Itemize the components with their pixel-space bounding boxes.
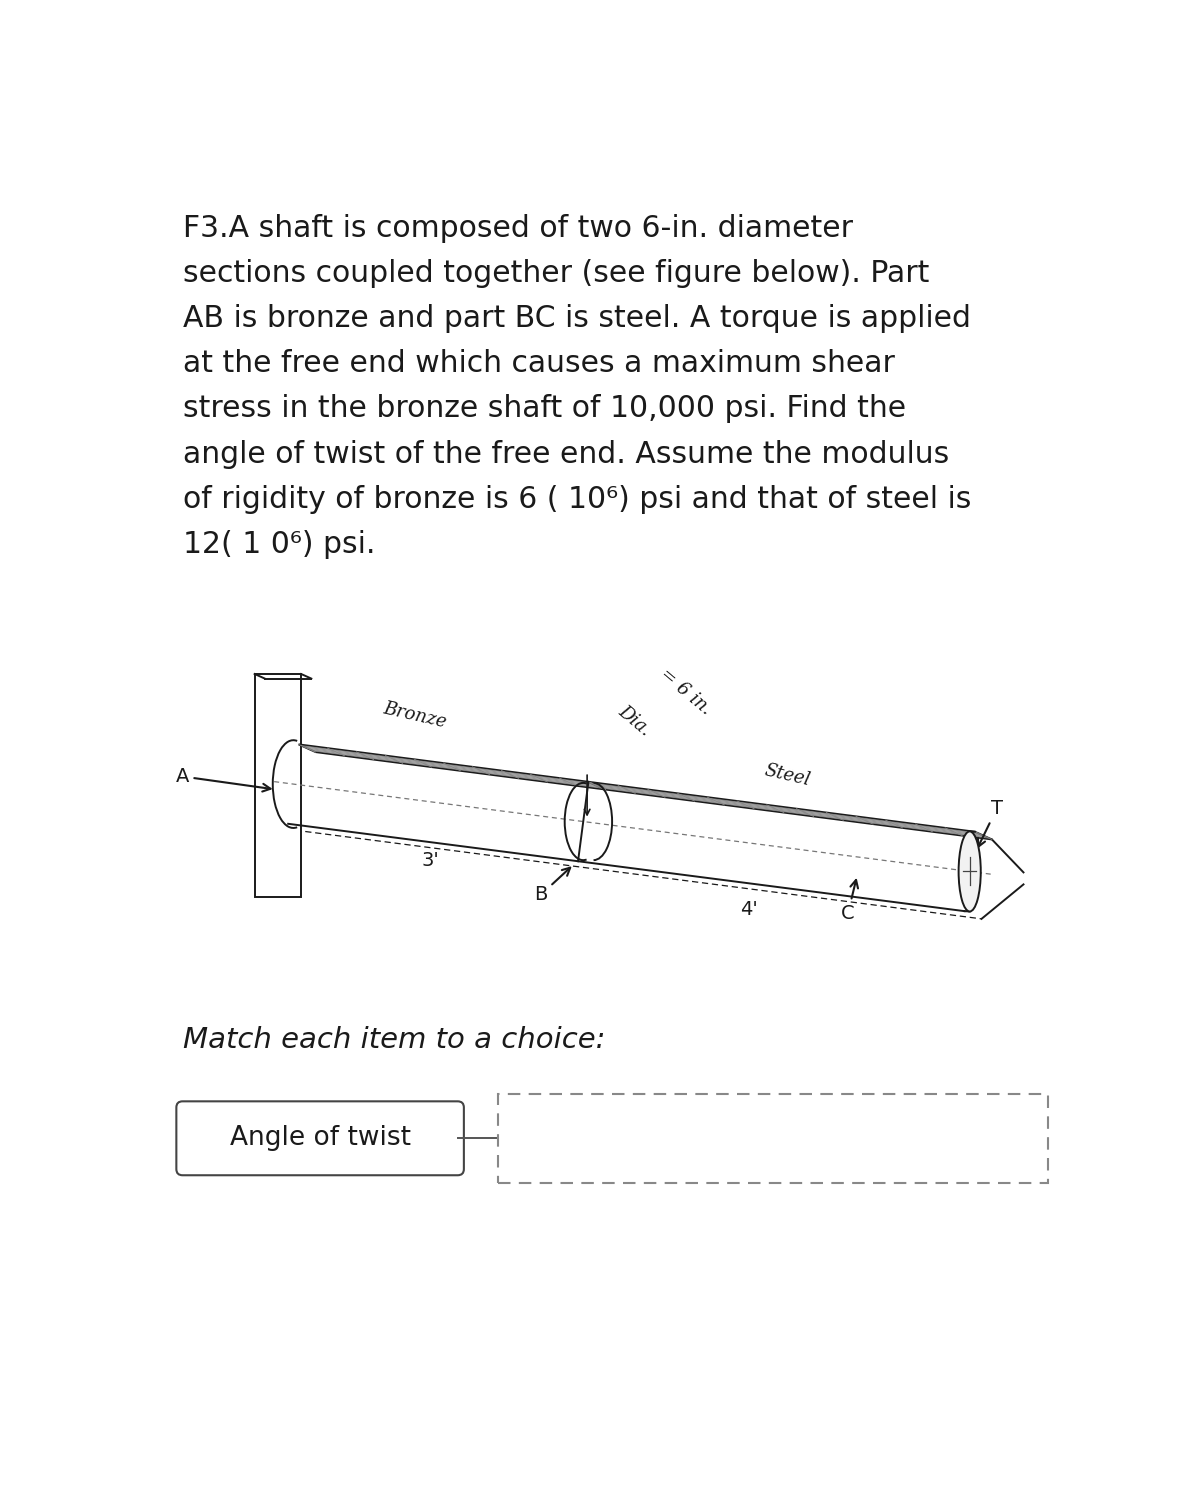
Text: B: B: [534, 868, 570, 904]
Text: Dia.: Dia.: [614, 702, 654, 740]
Text: of rigidity of bronze is 6 ( 10⁶) psi and that of steel is: of rigidity of bronze is 6 ( 10⁶) psi an…: [182, 485, 971, 513]
FancyBboxPatch shape: [176, 1102, 464, 1175]
Polygon shape: [588, 781, 992, 840]
Text: T: T: [978, 799, 1003, 847]
Text: F3.A shaft is composed of two 6-in. diameter: F3.A shaft is composed of two 6-in. diam…: [182, 214, 852, 244]
Text: Bronze: Bronze: [382, 699, 449, 731]
Text: Match each item to a choice:: Match each item to a choice:: [182, 1025, 605, 1054]
Text: A: A: [175, 766, 270, 792]
Text: C: C: [841, 880, 858, 924]
Text: angle of twist of the free end. Assume the modulus: angle of twist of the free end. Assume t…: [182, 440, 949, 469]
Text: stress in the bronze shaft of 10,000 psi. Find the: stress in the bronze shaft of 10,000 psi…: [182, 395, 906, 424]
Text: at the free end which causes a maximum shear: at the free end which causes a maximum s…: [182, 349, 894, 379]
Text: AB is bronze and part BC is steel. A torque is applied: AB is bronze and part BC is steel. A tor…: [182, 304, 971, 334]
Text: Steel: Steel: [762, 762, 811, 789]
Text: = 6 in.: = 6 in.: [656, 665, 715, 719]
Polygon shape: [299, 744, 606, 789]
Text: sections coupled together (see figure below). Part: sections coupled together (see figure be…: [182, 259, 929, 289]
Text: 3': 3': [421, 852, 439, 870]
Text: Angle of twist: Angle of twist: [229, 1126, 410, 1151]
Text: 4': 4': [740, 900, 758, 919]
Ellipse shape: [959, 831, 980, 912]
Text: 12( 1 0⁶) psi.: 12( 1 0⁶) psi.: [182, 530, 376, 558]
